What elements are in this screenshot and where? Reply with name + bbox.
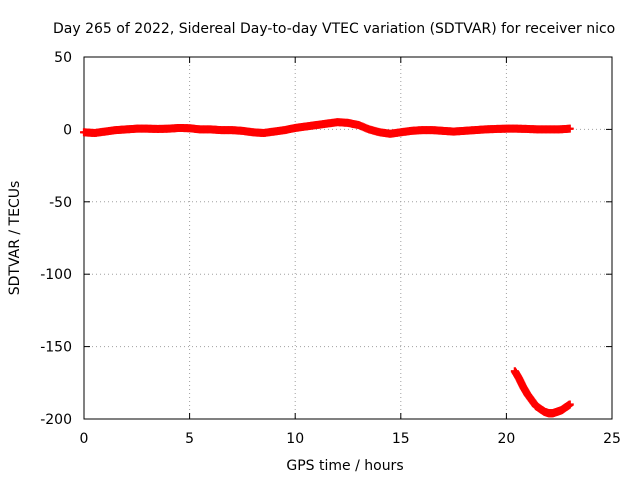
x-tick-label: 0 (80, 431, 89, 447)
x-tick-label: 20 (497, 431, 515, 447)
plot-frame (83, 56, 613, 420)
x-tick-label: 5 (185, 431, 194, 447)
y-axis-title: SDTVAR / TECUs (7, 181, 23, 296)
y-tick-label: 0 (63, 122, 72, 138)
grid (84, 57, 612, 419)
series-late-arc (510, 367, 574, 418)
y-tick-label: -150 (40, 340, 72, 356)
data-point (565, 124, 574, 133)
y-tick-label: -100 (40, 267, 72, 283)
series-group (80, 118, 574, 418)
chart-title: Day 265 of 2022, Sidereal Day-to-day VTE… (53, 21, 615, 37)
x-tick-label: 15 (392, 431, 410, 447)
data-point (565, 400, 574, 409)
axis-ticks: 0 5 10 15 20 25 50 0 -50 -100 -150 -200 (40, 50, 621, 447)
x-tick-label: 25 (603, 431, 621, 447)
x-tick-label: 10 (286, 431, 304, 447)
y-tick-label: -200 (40, 412, 72, 428)
y-tick-label: -50 (49, 195, 72, 211)
y-tick-label: 50 (54, 50, 72, 66)
x-axis-title: GPS time / hours (286, 458, 403, 474)
series-main (80, 118, 574, 138)
